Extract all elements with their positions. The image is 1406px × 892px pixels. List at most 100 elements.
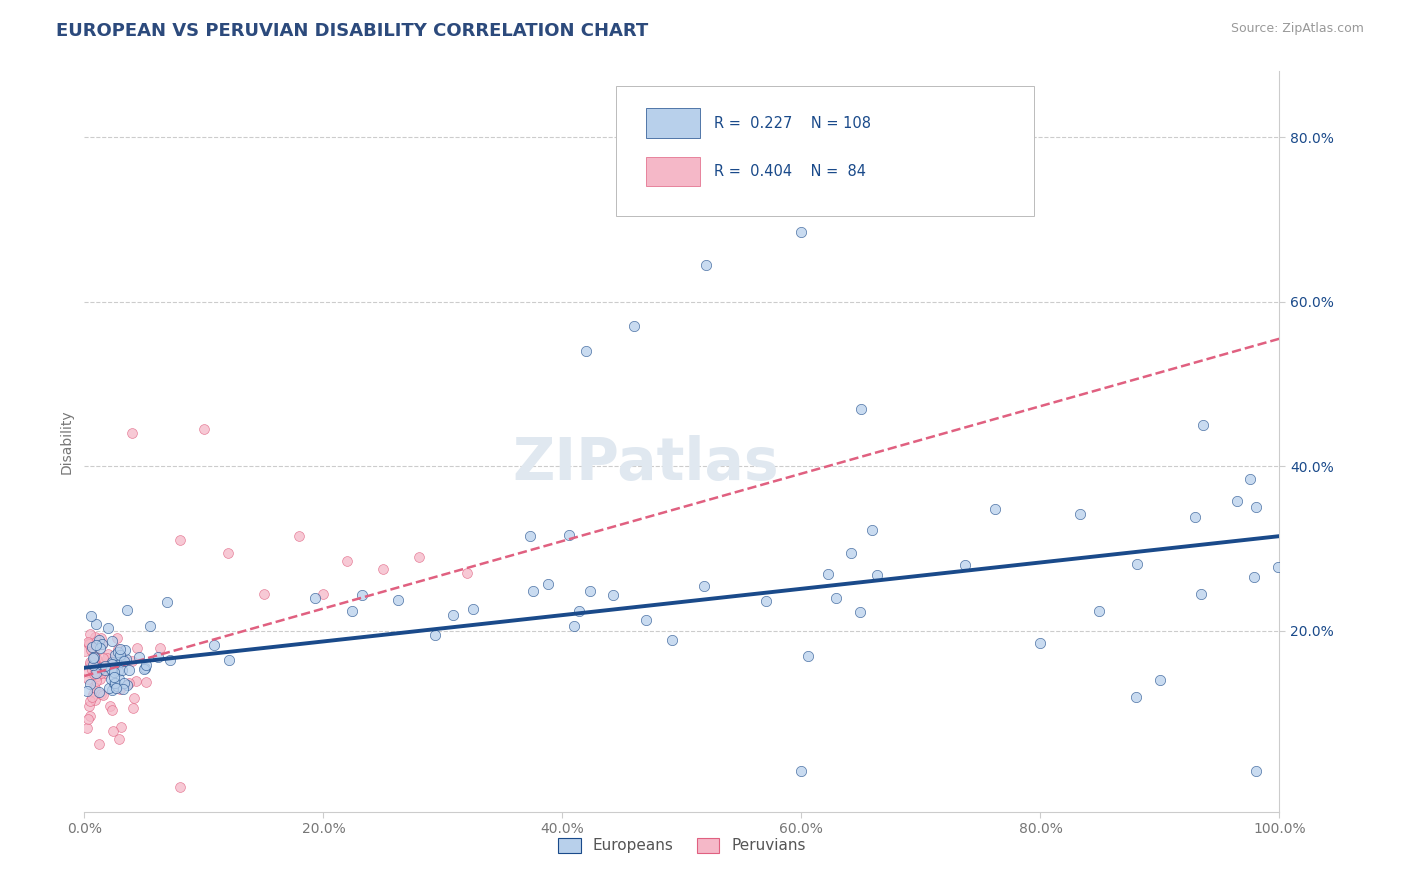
Point: [1244, 500, 1267, 515]
Point: [101, 723, 124, 738]
Point: [107, 672, 129, 686]
Point: [288, 529, 311, 543]
Point: [121, 426, 143, 441]
Point: [90, 687, 112, 701]
Point: [82, 651, 104, 665]
Point: [84, 674, 107, 689]
Point: [107, 645, 129, 659]
Point: [90, 661, 112, 675]
Y-axis label: Disability: Disability: [59, 409, 73, 474]
Point: [1184, 509, 1206, 524]
Text: Source: ZipAtlas.com: Source: ZipAtlas.com: [1230, 22, 1364, 36]
Point: [112, 654, 135, 668]
Point: [602, 588, 624, 602]
Point: [83, 656, 105, 670]
Point: [96, 656, 118, 670]
Point: [82, 690, 104, 705]
Point: [115, 603, 138, 617]
Point: [1126, 557, 1149, 571]
Point: [134, 661, 156, 675]
Point: [755, 594, 778, 608]
Point: [661, 633, 683, 648]
Point: [159, 653, 181, 667]
Point: [90, 632, 112, 646]
Point: [253, 587, 276, 601]
Point: [96, 653, 118, 667]
Point: [108, 681, 131, 696]
Point: [387, 592, 409, 607]
Point: [83, 692, 105, 706]
Point: [93, 666, 115, 681]
Point: [105, 631, 128, 645]
Point: [82, 653, 104, 667]
Text: EUROPEAN VS PERUVIAN DISABILITY CORRELATION CHART: EUROPEAN VS PERUVIAN DISABILITY CORRELAT…: [56, 22, 648, 40]
Point: [84, 661, 107, 675]
Point: [105, 679, 128, 693]
Point: [121, 701, 143, 715]
Point: [83, 643, 105, 657]
Point: [125, 640, 148, 655]
Point: [817, 567, 839, 582]
Point: [135, 675, 157, 690]
Point: [839, 546, 862, 560]
Point: [77, 712, 100, 726]
Point: [304, 591, 326, 605]
Point: [90, 665, 112, 680]
Point: [423, 628, 446, 642]
Point: [77, 637, 100, 651]
Point: [112, 675, 135, 690]
Point: [169, 780, 191, 794]
Point: [107, 656, 129, 670]
Point: [118, 664, 141, 678]
Point: [82, 655, 104, 669]
Point: [105, 654, 128, 668]
Point: [84, 651, 107, 665]
Point: [825, 591, 848, 606]
Legend: Europeans, Peruvians: Europeans, Peruvians: [551, 831, 813, 860]
Point: [91, 689, 114, 703]
Point: [107, 732, 129, 747]
Point: [132, 662, 155, 676]
Point: [350, 588, 373, 602]
Point: [83, 681, 105, 695]
Point: [94, 659, 117, 673]
Point: [76, 722, 98, 736]
Point: [91, 637, 114, 651]
Point: [101, 655, 124, 669]
Point: [408, 549, 430, 564]
Point: [86, 634, 108, 648]
Point: [104, 676, 127, 690]
Point: [441, 607, 464, 622]
Point: [83, 666, 105, 681]
Point: [91, 650, 114, 665]
Point: [76, 683, 98, 698]
Text: ZIPatlas: ZIPatlas: [513, 435, 779, 492]
Point: [100, 664, 122, 678]
Point: [90, 636, 112, 650]
Point: [128, 650, 150, 665]
Point: [89, 737, 111, 751]
Point: [1226, 494, 1249, 508]
Point: [79, 636, 101, 650]
Point: [86, 669, 108, 683]
Point: [217, 546, 239, 560]
Point: [79, 676, 101, 690]
Point: [860, 523, 883, 537]
Point: [135, 657, 157, 672]
Point: [117, 676, 139, 690]
Point: [107, 664, 129, 678]
Point: [1244, 764, 1267, 778]
Point: [1069, 507, 1091, 521]
Point: [866, 568, 889, 582]
Point: [97, 647, 120, 661]
Point: [79, 694, 101, 708]
Point: [108, 650, 131, 665]
Point: [100, 702, 122, 716]
FancyBboxPatch shape: [647, 156, 700, 186]
Point: [84, 651, 107, 665]
Point: [84, 681, 107, 695]
Point: [108, 648, 131, 662]
Point: [111, 681, 134, 696]
Point: [114, 642, 136, 657]
Point: [79, 608, 101, 623]
